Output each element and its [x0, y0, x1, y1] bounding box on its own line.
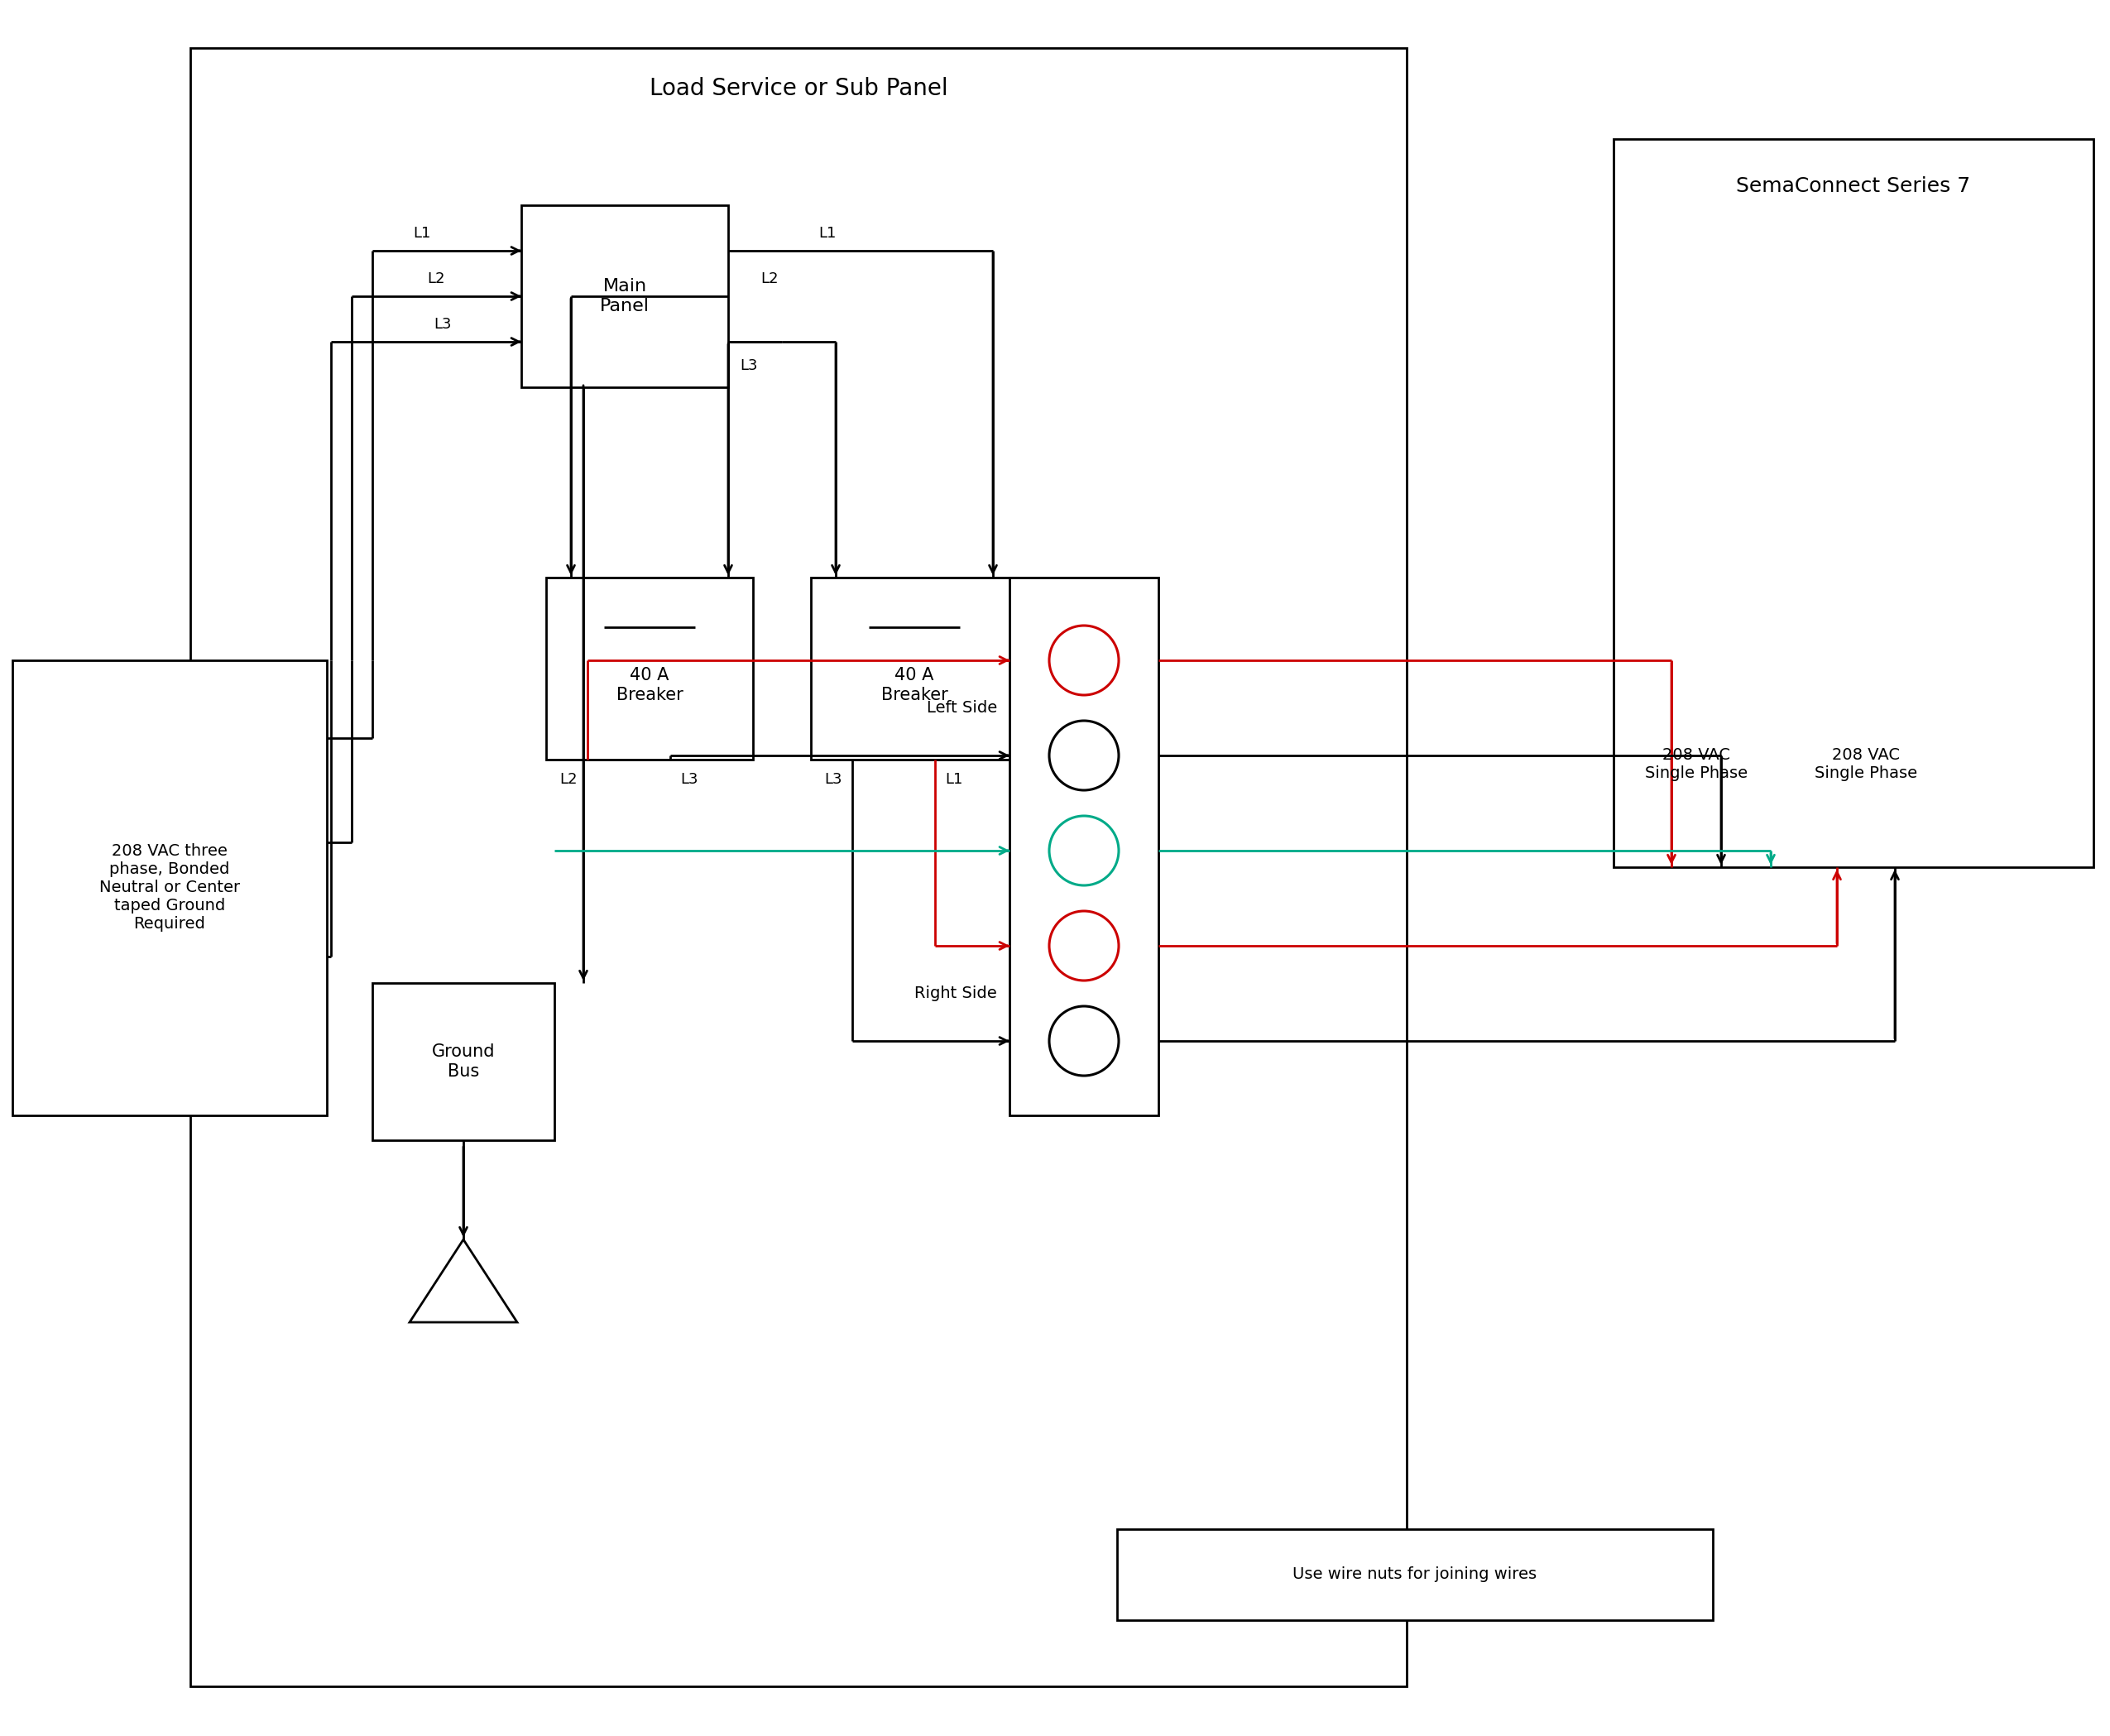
- Text: L1: L1: [819, 226, 836, 241]
- Text: L2: L2: [559, 773, 578, 786]
- Polygon shape: [409, 1240, 517, 1323]
- Text: SemaConnect Series 7: SemaConnect Series 7: [1737, 177, 1971, 196]
- Text: Main
Panel: Main Panel: [599, 278, 650, 314]
- Text: L2: L2: [760, 271, 779, 286]
- Bar: [521, 205, 728, 387]
- Text: L3: L3: [825, 773, 842, 786]
- Text: Ground
Bus: Ground Bus: [433, 1043, 496, 1080]
- Text: 40 A
Breaker: 40 A Breaker: [882, 667, 947, 703]
- Text: Load Service or Sub Panel: Load Service or Sub Panel: [650, 76, 947, 101]
- Text: L2: L2: [428, 271, 445, 286]
- Bar: [1009, 578, 1158, 1116]
- Text: Use wire nuts for joining wires: Use wire nuts for joining wires: [1293, 1568, 1536, 1583]
- Text: L3: L3: [679, 773, 698, 786]
- Bar: [546, 578, 753, 760]
- Bar: [13, 660, 327, 1116]
- Bar: [810, 578, 1017, 760]
- Text: 208 VAC
Single Phase: 208 VAC Single Phase: [1815, 746, 1918, 781]
- Text: Left Side: Left Side: [926, 700, 998, 715]
- Text: Right Side: Right Side: [914, 986, 998, 1002]
- Text: L3: L3: [435, 318, 452, 332]
- Text: L1: L1: [414, 226, 430, 241]
- Bar: [1116, 1529, 1713, 1620]
- Text: 208 VAC
Single Phase: 208 VAC Single Phase: [1646, 746, 1747, 781]
- Bar: [190, 49, 1407, 1686]
- Bar: [371, 983, 555, 1141]
- Text: L1: L1: [945, 773, 962, 786]
- Bar: [1614, 139, 2093, 868]
- Text: 40 A
Breaker: 40 A Breaker: [616, 667, 684, 703]
- Text: L3: L3: [741, 358, 757, 373]
- Text: 208 VAC three
phase, Bonded
Neutral or Center
taped Ground
Required: 208 VAC three phase, Bonded Neutral or C…: [99, 844, 241, 932]
